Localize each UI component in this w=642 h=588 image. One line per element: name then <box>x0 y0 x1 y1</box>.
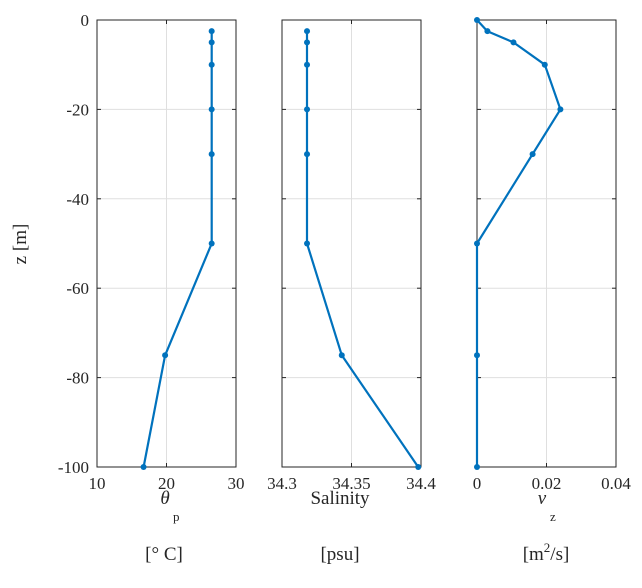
x-axis-units-theta: [° C] <box>145 544 183 565</box>
data-point <box>304 106 311 113</box>
series-line <box>475 19 562 467</box>
data-point <box>304 61 311 68</box>
data-point <box>338 352 345 359</box>
data-point <box>415 464 422 470</box>
x-axis-label-theta: θ <box>160 488 169 509</box>
data-point <box>304 39 311 46</box>
data-point <box>304 151 311 158</box>
data-point <box>510 39 517 46</box>
x-axis-label-salinity: Salinity <box>310 488 370 509</box>
x-tick-label: 0 <box>473 474 482 493</box>
nu-units-tail: /s] <box>550 544 569 565</box>
data-point <box>529 151 536 158</box>
data-point <box>208 151 215 158</box>
x-tick-label: 30 <box>228 474 245 493</box>
data-point <box>208 61 215 68</box>
nu-subscript: z <box>550 509 556 524</box>
data-point <box>304 28 311 35</box>
nu-symbol: ν <box>538 488 547 509</box>
theta-symbol: θ <box>160 488 169 509</box>
x-tick-label: 0.04 <box>601 474 631 493</box>
y-tick-label: -60 <box>66 279 89 298</box>
x-tick-label: 10 <box>89 474 106 493</box>
panel-viscosity: 0 0.02 0.04 <box>473 17 631 493</box>
data-point <box>541 61 548 68</box>
x-axis-label-nu: ν <box>538 488 547 509</box>
data-point <box>208 240 215 247</box>
series-line <box>142 31 213 468</box>
theta-subscript: p <box>173 509 180 524</box>
nu-units-base: [m <box>523 544 544 565</box>
y-tick-label: -40 <box>66 190 89 209</box>
data-point <box>474 240 480 247</box>
data-point <box>484 28 491 35</box>
data-point <box>208 28 215 35</box>
data-point <box>474 464 480 470</box>
x-tick-label: 20 <box>158 474 175 493</box>
x-tick-label: 34.3 <box>267 474 297 493</box>
data-point <box>304 240 311 247</box>
y-axis-label: z [m] <box>10 224 31 265</box>
y-tick-label: -20 <box>66 100 89 119</box>
y-tick-label: -100 <box>58 458 89 477</box>
data-point <box>557 106 564 113</box>
panel-salinity: 34.3 34.35 34.4 <box>267 19 436 493</box>
data-point <box>474 17 480 23</box>
y-tick-label: 0 <box>81 11 90 30</box>
nu-units-superscript: 2 <box>544 540 551 555</box>
x-tick-label: 0.02 <box>532 474 562 493</box>
data-point <box>474 352 480 359</box>
data-point <box>208 39 215 46</box>
data-point <box>162 352 169 359</box>
x-axis-units-nu: [m2/s] <box>523 540 570 565</box>
y-tick-label: -80 <box>66 369 89 388</box>
x-axis-units-salinity: [psu] <box>320 544 359 565</box>
data-point <box>208 106 215 113</box>
data-point <box>140 464 147 470</box>
series-line <box>305 31 420 468</box>
x-tick-label: 34.4 <box>406 474 436 493</box>
x-tick-label: 34.35 <box>332 474 370 493</box>
